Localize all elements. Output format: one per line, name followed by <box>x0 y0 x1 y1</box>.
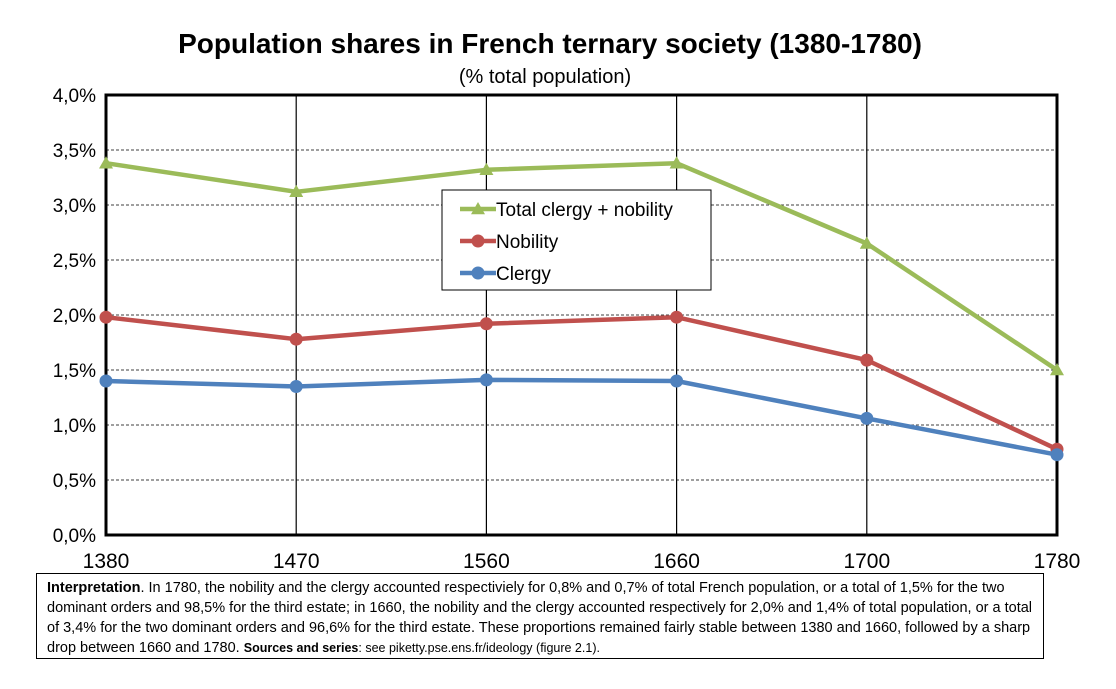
x-tick-label: 1560 <box>463 550 510 573</box>
y-tick-label: 4,0% <box>53 86 96 107</box>
data-point-nobility <box>99 310 113 324</box>
data-point-clergy <box>860 411 874 425</box>
series-line-total-clergy-nobility <box>105 160 1059 372</box>
data-point-total-clergy-nobility <box>289 184 304 198</box>
sources-label: Sources and series <box>243 641 359 655</box>
chart-subtitle: (% total population) <box>458 66 632 88</box>
legend-marker <box>471 234 485 248</box>
y-tick-label: 0,5% <box>53 471 96 492</box>
series-line-clergy <box>105 377 1058 457</box>
data-point-nobility <box>860 353 874 367</box>
data-point-clergy <box>1050 448 1064 462</box>
y-tick-label: 3,0% <box>53 196 96 217</box>
legend-marker <box>471 202 485 215</box>
data-point-nobility <box>289 332 303 346</box>
y-tick-label: 2,0% <box>53 306 96 327</box>
data-point-total-clergy-nobility <box>99 156 113 169</box>
interpretation-note: Interpretation. In 1780, the nobility an… <box>36 573 1044 659</box>
y-tick-label: 1,0% <box>53 416 96 437</box>
legend-label: Total clergy + nobility <box>496 200 673 221</box>
data-point-clergy <box>99 374 113 388</box>
data-point-total-clergy-nobility <box>669 156 684 169</box>
data-point-clergy <box>479 373 493 387</box>
x-tick-label: 1780 <box>1034 550 1081 573</box>
data-point-total-clergy-nobility <box>1050 363 1064 376</box>
x-tick-label: 1470 <box>273 550 320 573</box>
y-tick-label: 3,5% <box>53 141 96 162</box>
x-tick-label: 1380 <box>83 550 130 573</box>
note-label: Interpretation <box>47 580 141 596</box>
data-point-clergy <box>289 380 303 393</box>
y-tick-label: 0,0% <box>53 526 96 547</box>
data-point-nobility <box>479 317 493 331</box>
legend-label: Clergy <box>496 264 551 285</box>
y-tick-label: 1,5% <box>53 361 96 382</box>
x-tick-label: 1660 <box>653 550 700 573</box>
legend-label: Nobility <box>496 232 559 253</box>
sources-text: : see piketty.pse.ens.fr/ideology (figur… <box>358 641 600 655</box>
x-tick-label: 1700 <box>843 550 890 573</box>
series-line-nobility <box>105 314 1058 452</box>
note-text: . In 1780, the nobility and the clergy a… <box>47 580 1033 656</box>
legend-marker <box>471 266 485 280</box>
data-point-total-clergy-nobility <box>479 162 494 176</box>
data-point-nobility <box>670 310 684 324</box>
data-point-clergy <box>670 374 684 388</box>
y-tick-label: 2,5% <box>53 251 96 272</box>
data-point-total-clergy-nobility <box>859 236 874 249</box>
chart-title: Population shares in French ternary soci… <box>178 28 922 59</box>
